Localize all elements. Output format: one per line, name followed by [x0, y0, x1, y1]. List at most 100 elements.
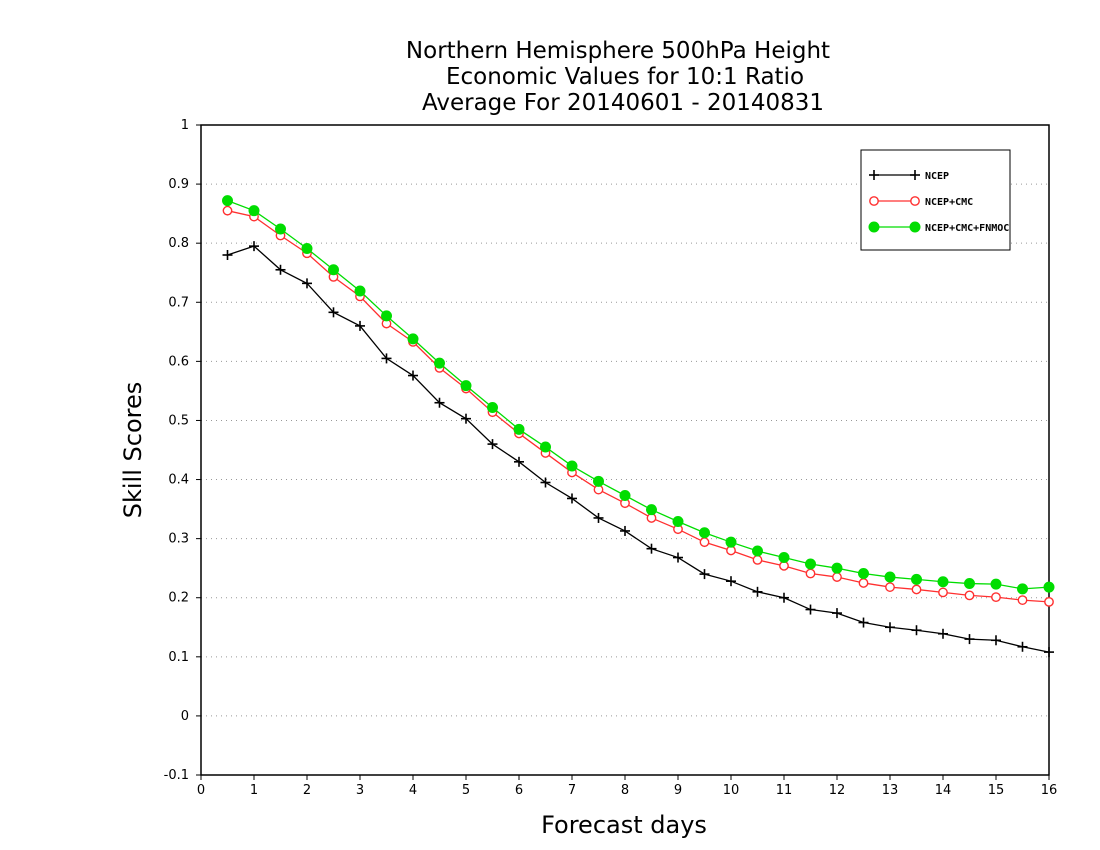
- data-point-s0-0: [222, 250, 233, 260]
- data-point-s2-20: [752, 545, 763, 557]
- x-tick-label: 9: [674, 783, 682, 798]
- x-tick-label: 12: [829, 783, 846, 798]
- data-point-s0-19: [726, 576, 736, 587]
- data-point-s2-29: [990, 578, 1002, 590]
- data-point-s0-23: [832, 608, 842, 619]
- x-tick-label: 5: [462, 783, 470, 798]
- data-point-s2-24: [858, 568, 869, 579]
- data-point-s0-2: [275, 264, 286, 275]
- y-tick-label: 0.8: [168, 236, 189, 251]
- data-point-s0-5: [355, 320, 365, 331]
- legend-label-0: NCEP: [925, 171, 949, 182]
- data-point-s0-11: [514, 456, 524, 467]
- data-point-s0-28: [964, 634, 975, 645]
- data-point-s2-16: [646, 504, 657, 516]
- data-point-s2-25: [884, 571, 896, 583]
- x-tick-label: 1: [250, 783, 258, 798]
- y-tick-label: -0.1: [164, 768, 189, 783]
- data-point-s0-16: [646, 543, 657, 554]
- data-point-s2-19: [725, 536, 737, 548]
- data-point-s2-15: [619, 490, 631, 501]
- data-point-s0-1: [249, 241, 259, 252]
- data-point-s2-5: [354, 285, 366, 297]
- data-point-s2-22: [805, 558, 816, 570]
- data-point-s1-18: [699, 537, 710, 548]
- data-point-s0-7: [408, 370, 418, 381]
- data-point-s2-6: [381, 310, 392, 322]
- data-point-s2-10: [487, 401, 498, 413]
- data-point-s1-0: [222, 205, 233, 216]
- data-point-s2-27: [937, 576, 949, 588]
- series-0: [222, 241, 1054, 658]
- data-point-s0-29: [991, 635, 1001, 646]
- x-tick-label: 16: [1041, 783, 1058, 798]
- data-point-s1-20: [752, 555, 763, 565]
- data-point-s1-23: [832, 572, 842, 582]
- series-1: [222, 205, 1054, 607]
- legend-marker-start-2: [868, 221, 880, 233]
- data-point-s2-31: [1043, 581, 1055, 593]
- legend-marker-end-1: [910, 196, 920, 206]
- x-tick-label: 10: [723, 783, 740, 798]
- data-point-s1-31: [1044, 596, 1054, 607]
- x-tick-label: 2: [303, 783, 311, 798]
- data-point-s0-9: [461, 413, 471, 424]
- x-axis-title: Forecast days: [541, 811, 707, 839]
- data-point-s2-1: [248, 205, 260, 217]
- x-tick-label: 4: [409, 783, 417, 798]
- legend-marker-start-0: [869, 170, 879, 180]
- x-tick-label: 8: [621, 783, 629, 798]
- data-point-s2-11: [513, 423, 525, 435]
- data-point-s0-25: [885, 622, 895, 633]
- data-point-s2-9: [460, 380, 472, 392]
- data-point-s2-30: [1017, 583, 1028, 595]
- legend: NCEP NCEP+CMC NCEP+CMC+FNMOC: [860, 149, 1011, 251]
- data-point-s2-2: [275, 223, 286, 235]
- data-point-s1-25: [885, 582, 895, 592]
- x-tick-label: 14: [935, 783, 952, 798]
- y-tick-label: 0: [181, 709, 189, 724]
- data-point-s1-22: [805, 568, 816, 579]
- data-point-s2-8: [434, 357, 445, 369]
- y-tick-label: 1: [181, 118, 189, 133]
- data-point-s1-24: [858, 578, 869, 588]
- series-line-1: [227, 210, 1050, 603]
- data-point-s0-13: [567, 493, 577, 504]
- data-point-s2-21: [778, 552, 790, 564]
- grid-layer: [201, 183, 1049, 717]
- x-tick-label: 6: [515, 783, 523, 798]
- y-tick-label: 0.2: [168, 591, 189, 606]
- data-point-s2-26: [911, 573, 922, 585]
- chart-title-line-2: Economic Values for 10:1 Ratio: [446, 64, 804, 90]
- y-tick-label: 0.3: [168, 532, 189, 547]
- data-point-s1-28: [964, 590, 975, 601]
- data-point-s2-14: [593, 475, 604, 487]
- data-point-s1-27: [938, 587, 948, 598]
- series-line-2: [227, 200, 1050, 590]
- axes-layer: -0.100.10.20.30.40.50.60.70.80.910 1 2 3 4 5 6…: [164, 118, 1058, 798]
- x-tick-label: 7: [568, 783, 576, 798]
- data-point-s0-30: [1017, 641, 1028, 652]
- data-point-s0-27: [938, 628, 948, 639]
- data-point-s1-26: [911, 584, 922, 595]
- legend-entry-1: NCEP+CMC: [869, 196, 973, 208]
- data-point-s0-22: [805, 604, 816, 615]
- data-point-s2-7: [407, 333, 419, 345]
- x-tick-label: 15: [988, 783, 1005, 798]
- data-point-s0-20: [752, 586, 763, 597]
- legend-entry-2: NCEP+CMC+FNMOC: [868, 221, 1009, 234]
- data-point-s0-15: [620, 525, 630, 536]
- y-tick-label: 0.9: [168, 177, 189, 192]
- y-axis-title: Skill Scores: [119, 382, 147, 519]
- data-point-s0-18: [699, 569, 710, 580]
- series-line-0: [227, 245, 1050, 653]
- data-point-s0-6: [381, 353, 392, 364]
- data-point-s0-14: [593, 512, 604, 523]
- data-point-s1-30: [1017, 595, 1028, 605]
- x-tick-label: 0: [197, 783, 205, 798]
- chart-title-line-3: Average For 20140601 - 20140831: [422, 90, 824, 116]
- data-point-s0-12: [540, 477, 551, 488]
- data-point-s2-4: [328, 264, 339, 276]
